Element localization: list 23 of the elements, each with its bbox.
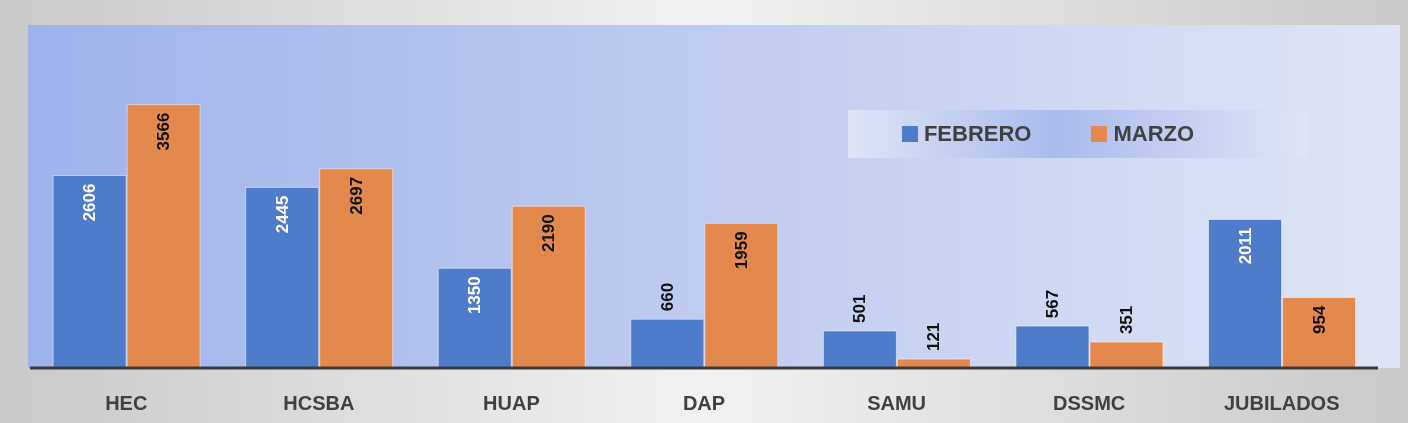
data-label: 2606	[80, 183, 100, 222]
data-label: 2445	[272, 195, 292, 234]
text: MARZO	[1113, 121, 1195, 147]
data-label: 2190	[539, 214, 559, 253]
data-label: 567	[1042, 289, 1062, 319]
x-tick-label: HEC	[105, 392, 148, 415]
x-tick-label: HCSBA	[283, 392, 355, 415]
x-tick-label: SAMU	[867, 392, 927, 415]
legend-label: FEBRERO	[923, 121, 1032, 147]
x-tick-label: JUBILADOS	[1223, 392, 1340, 415]
data-label: 954	[1309, 305, 1329, 334]
data-label: 501	[850, 294, 870, 323]
data-label: 1959	[731, 231, 751, 270]
data-label: 660	[657, 282, 677, 312]
data-label: 121	[924, 322, 944, 352]
data-label: 3566	[154, 112, 174, 151]
x-tick-label: HUAP	[483, 392, 540, 415]
x-tick-label: DAP	[682, 392, 726, 415]
data-label: 2697	[346, 176, 366, 215]
data-label: 351	[1116, 305, 1136, 335]
x-tick-label: DSSMC	[1053, 392, 1126, 415]
data-label: 1350	[465, 276, 485, 315]
data-label: 2011	[1235, 227, 1255, 265]
